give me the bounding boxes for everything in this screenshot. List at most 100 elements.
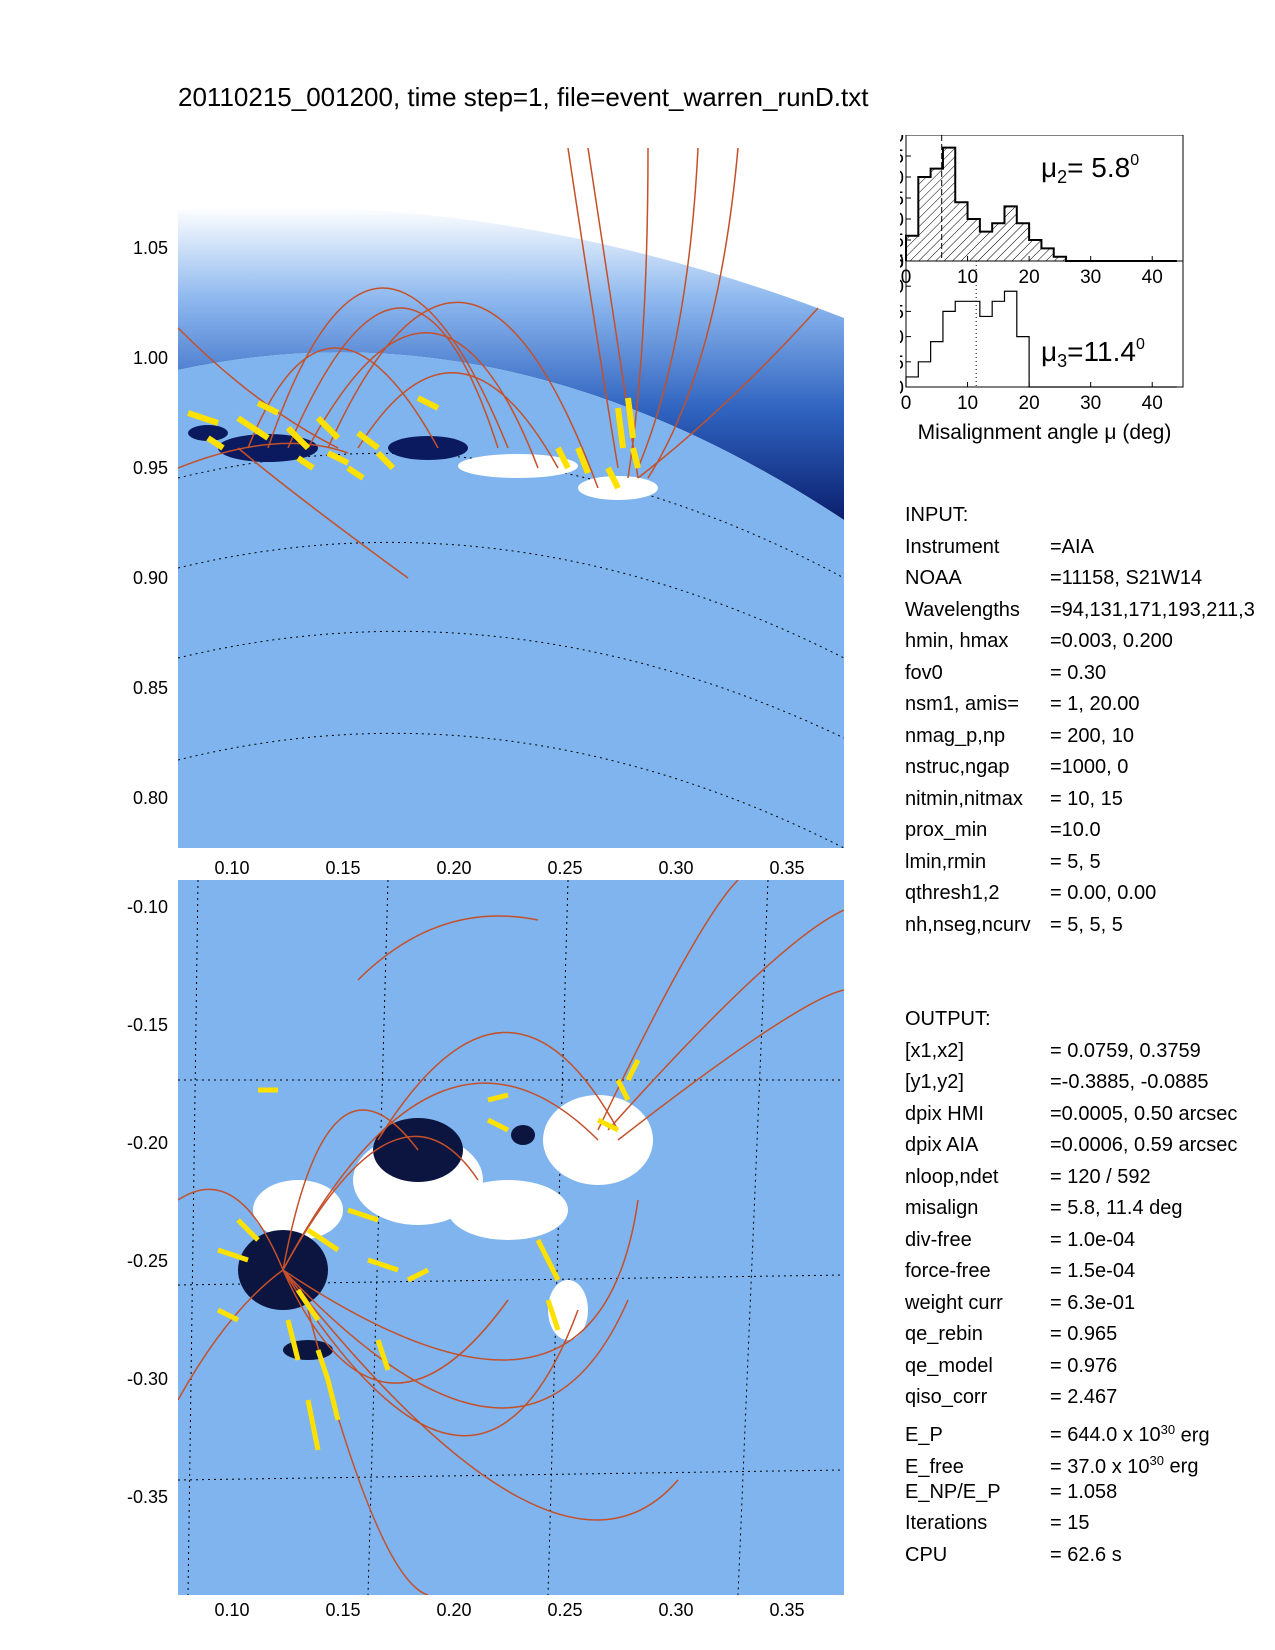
histogram-xtick-label: 10 [957,267,978,288]
input-row: qthresh1,2 = 0.00, 0.00 [905,878,1255,910]
input-rows: Instrument =AIA NOAA =11158, S21W14 Waveleng… [905,532,1255,942]
output-row: E_NP/E_P = 1.058 [905,1477,1255,1509]
histogram-bar [1017,337,1029,387]
histogram-xlabel: Misalignment angle μ (deg) [918,421,1172,444]
output-value: = 0.965 [1050,1323,1118,1345]
top-ytick: 0.95 [132,458,168,478]
output-value: = 1.058 [1050,1480,1118,1503]
histogram-ytick-label: 20 [900,277,904,298]
output-rows: [x1,x2] = 0.0759, 0.3759 [y1,y2] =-0.3885, … [905,1036,1255,1572]
bottom-xtick: 0.20 [436,1600,472,1620]
output-key: nloop,ndet [905,1165,999,1188]
output-key: E_NP/E_P [905,1480,1001,1503]
field-loops-top [178,148,819,579]
output-value: = 2.467 [1050,1386,1118,1408]
limb-view-image [178,148,844,848]
output-row: force-free = 1.5e-04 [905,1256,1255,1288]
histogram-bar [906,377,918,387]
input-row: fov0 = 0.30 [905,658,1255,690]
top-xtick: 0.25 [547,858,583,878]
output-exponent: 30 [1160,1421,1176,1437]
output-row: qiso_corr = 2.467 [905,1382,1255,1414]
top-xtick: 0.35 [769,858,805,878]
output-key: qiso_corr [905,1386,988,1408]
input-key: hmin, hmax [905,630,1009,652]
histogram-xtick-label: 0 [901,393,912,414]
output-key: [y1,y2] [905,1071,964,1093]
histogram-ytick-label: 15 [900,189,904,210]
input-key: nh,nseg,ncurv [905,913,1031,936]
histogram-ytick-label: 25 [900,252,904,273]
output-row: [x1,x2] = 0.0759, 0.3759 [905,1036,1255,1068]
input-row: prox_min =10.0 [905,815,1255,847]
input-value: = 1, 20.00 [1050,693,1140,715]
input-key: Wavelengths [905,598,1020,621]
top-xtick: 0.20 [436,858,472,878]
histogram-ytick-label: 10 [900,328,904,349]
histogram-ytick-label: 20 [900,168,904,189]
histogram-ytick-label: 30 [900,135,904,147]
input-value: =11158, S21W14 [1050,567,1203,589]
bottom-ytick: -0.20 [126,1133,168,1153]
histogram-bar [1004,291,1016,387]
output-key: weight curr [905,1291,1003,1314]
output-value: = 15 [1050,1512,1090,1534]
input-key: nmag_p,np [905,724,1006,747]
bottom-xtick: 0.35 [769,1600,805,1620]
input-row: nstruc,ngap =1000, 0 [905,752,1255,784]
active-region [188,425,658,500]
output-value: =0.0005, 0.50 arcsec [1050,1102,1238,1125]
output-value: =-0.3885, -0.0885 [1050,1071,1209,1093]
limb-view-panel [178,148,844,848]
output-key: E_free [905,1455,964,1478]
output-value: =0.0006, 0.59 arcsec [1050,1134,1238,1156]
histogram-bar [955,301,967,387]
input-row: lmin,rmin = 5, 5 [905,847,1255,879]
input-row: nsm1, amis= = 1, 20.00 [905,689,1255,721]
output-key: qe_model [905,1354,993,1377]
output-row: E_free = 37.0 x 1030 erg [905,1445,1255,1478]
input-key: NOAA [905,567,962,589]
bottom-ytick: -0.30 [126,1369,168,1389]
histogram-ytick-label: 15 [900,302,904,323]
coordinate-grid [178,880,844,1595]
histogram-ytick-label: 5 [900,353,904,374]
histogram-bar [968,301,980,387]
output-row: [y1,y2] =-0.3885, -0.0885 [905,1067,1255,1099]
output-row: Iterations = 15 [905,1508,1255,1540]
bottom-xtick: 0.30 [658,1600,694,1620]
histogram-xtick-label: 30 [1080,393,1101,414]
input-key: qthresh1,2 [905,882,1000,904]
input-row: nmag_p,np = 200, 10 [905,721,1255,753]
output-row: dpix HMI =0.0005, 0.50 arcsec [905,1099,1255,1131]
bottom-xtick: 0.15 [325,1600,361,1620]
top-ytick: 1.00 [132,348,168,368]
histogram-bar [992,301,1004,387]
histogram-bar [931,342,943,387]
top-ytick: 1.05 [132,238,168,258]
input-key: prox_min [905,819,988,841]
histogram-bar [980,316,992,387]
histogram-step-line [905,290,1177,388]
output-key: qe_rebin [905,1323,983,1345]
output-row: dpix AIA =0.0006, 0.59 arcsec [905,1130,1255,1162]
corona-band [178,206,844,520]
top-ytick: 0.85 [132,678,168,698]
input-value: = 0.00, 0.00 [1050,882,1157,904]
field-loops-bottom [178,880,844,1595]
input-header: INPUT: [905,504,969,526]
histogram-svg: 051015202530010203040μ2= 5.8005101520250… [883,126,1184,444]
input-row: hmin, hmax =0.003, 0.200 [905,626,1255,658]
histogram-ytick-label: 5 [900,231,904,252]
input-key: nstruc,ngap [905,756,1010,778]
output-unit: erg [1175,1424,1210,1447]
input-value: =0.003, 0.200 [1050,630,1173,652]
output-value: = 1.5e-04 [1050,1260,1136,1282]
output-key: Iterations [905,1512,988,1534]
histogram-xtick-label: 10 [957,393,978,414]
top-ytick: 0.80 [132,788,168,808]
magnetic-flux [238,1095,653,1360]
mu-annotation: μ2= 5.80 [1041,152,1139,187]
parameter-listing: INPUT: Instrument =AIA NOAA =11158, S21W14 W… [905,500,1255,1571]
output-block: OUTPUT: [x1,x2] = 0.0759, 0.3759 [y1,y2] =-… [905,1004,1255,1571]
